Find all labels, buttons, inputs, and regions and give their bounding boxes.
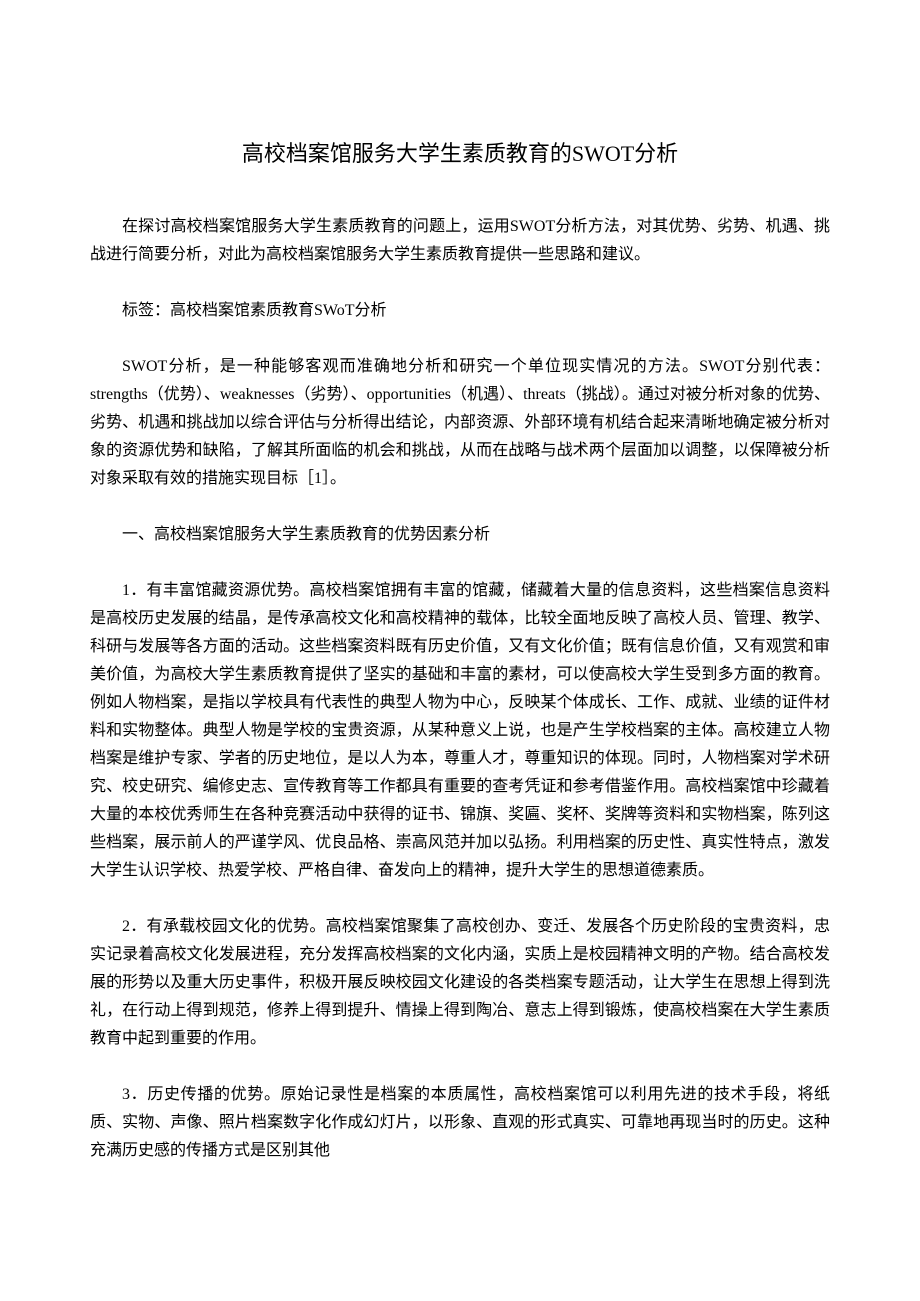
document-page: 高校档案馆服务大学生素质教育的SWOT分析 在探讨高校档案馆服务大学生素质教育的… (0, 0, 920, 1225)
section1-heading: 一、高校档案馆服务大学生素质教育的优势因素分析 (90, 521, 830, 549)
point3-paragraph: 3．历史传播的优势。原始记录性是档案的本质属性，高校档案馆可以利用先进的技术手段… (90, 1081, 830, 1165)
point1-paragraph: 1．有丰富馆藏资源优势。高校档案馆拥有丰富的馆藏，储藏着大量的信息资料，这些档案… (90, 577, 830, 885)
point2-paragraph: 2．有承载校园文化的优势。高校档案馆聚集了高校创办、变迁、发展各个历史阶段的宝贵… (90, 913, 830, 1053)
tags-paragraph: 标签：高校档案馆素质教育SWoT分析 (90, 297, 830, 325)
document-title: 高校档案馆服务大学生素质教育的SWOT分析 (90, 135, 830, 174)
definition-paragraph: SWOT分析，是一种能够客观而准确地分析和研究一个单位现实情况的方法。SWOT分… (90, 353, 830, 493)
intro-paragraph: 在探讨高校档案馆服务大学生素质教育的问题上，运用SWOT分析方法，对其优势、劣势… (90, 213, 830, 269)
